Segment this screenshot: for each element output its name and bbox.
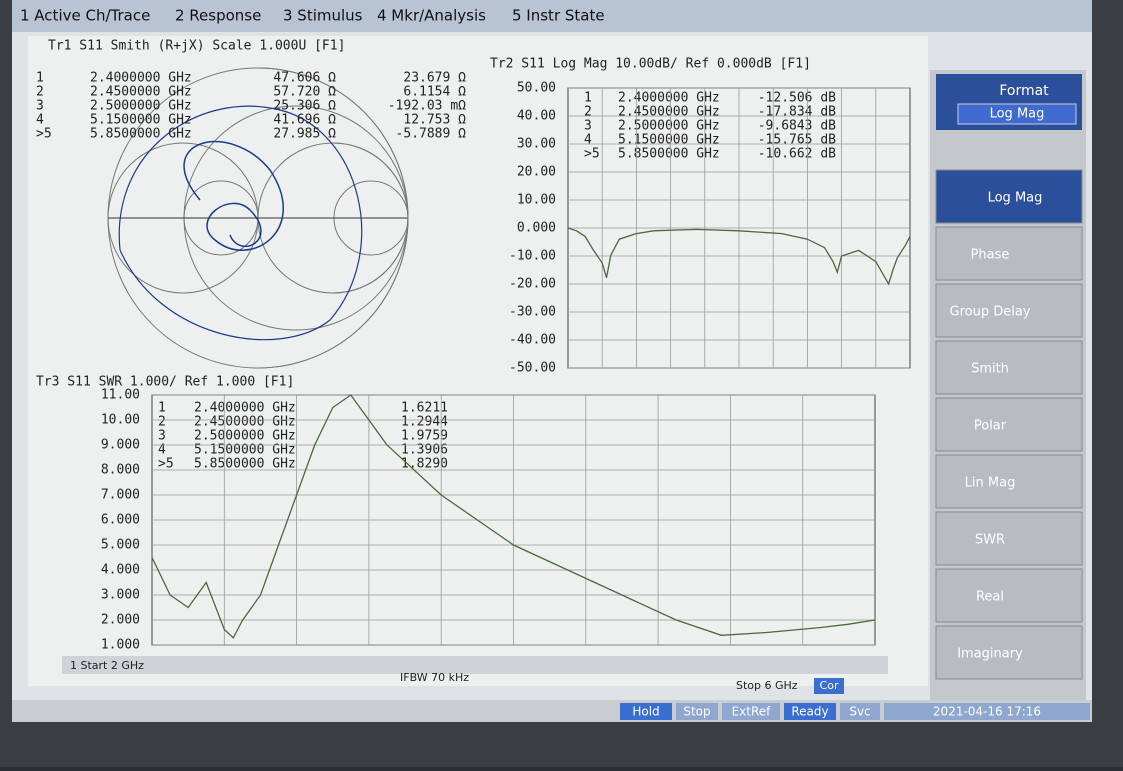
marker-cell: 4 [584,133,592,148]
marker-cell: 2 [158,415,166,430]
marker-cell: 5.8500000 GHz [194,457,296,472]
start-freq: 1 Start 2 GHz [70,659,144,672]
y-tick-label: 10.00 [517,193,556,208]
softkey-label[interactable]: Polar [974,419,1007,434]
y-tick-label: 6.000 [101,513,140,528]
y-tick-label: 20.00 [517,165,556,180]
marker-cell: 2.4000000 GHz [194,401,296,416]
marker-cell: 47.606 Ω [273,71,336,86]
y-tick-label: -30.00 [509,305,556,320]
softkey[interactable] [936,398,1082,451]
softkey-label[interactable]: Group Delay [950,305,1031,320]
marker-cell: 3 [158,429,166,444]
screen: Tr1 S11 Smith (R+jX) Scale 1.000U [F1] T… [0,0,1123,767]
y-tick-label: 11.00 [101,388,140,403]
menu-item[interactable]: 5 Instr State [512,7,605,25]
y-tick-label: 3.000 [101,588,140,603]
y-tick-label: 1.000 [101,638,140,653]
y-tick-label: 4.000 [101,563,140,578]
status-item: Ready [791,705,828,719]
y-tick-label: 7.000 [101,488,140,503]
softkey-label[interactable]: Real [976,590,1004,605]
marker-cell: >5 [36,127,52,142]
marker-cell: 6.1154 Ω [403,85,466,100]
status-item: Stop [683,705,710,719]
marker-cell: -5.7889 Ω [396,127,467,142]
marker-cell: 57.720 Ω [273,85,336,100]
marker-cell: >5 [158,457,174,472]
status-item: Hold [632,705,659,719]
swr-header: Tr3 S11 SWR 1.000/ Ref 1.000 [F1] [36,375,294,390]
y-tick-label: -50.00 [509,361,556,376]
marker-cell: 2.5000000 GHz [90,99,192,114]
marker-cell: 1 [158,401,166,416]
status-item: Svc [849,705,870,719]
y-tick-label: -10.00 [509,249,556,264]
softkey-label[interactable]: Smith [971,362,1009,377]
y-tick-label: 2.000 [101,613,140,628]
marker-cell: 2.5000000 GHz [194,429,296,444]
marker-cell: >5 [584,147,600,162]
y-tick-label: 10.00 [101,413,140,428]
softkey-label[interactable]: Log Mag [988,191,1043,206]
smith-header: Tr1 S11 Smith (R+jX) Scale 1.000U [F1] [48,39,345,54]
marker-cell: 4 [36,113,44,128]
page: {"menu":{"items":["1 Active Ch/Trace","2… [0,0,1123,771]
stop-freq: Stop 6 GHz [736,679,798,692]
marker-cell: -15.765 dB [758,133,836,148]
marker-cell: 41.696 Ω [273,113,336,128]
marker-cell: -17.834 dB [758,105,836,120]
logmag-header: Tr2 S11 Log Mag 10.00dB/ Ref 0.000dB [F1… [490,57,811,72]
softkey[interactable] [936,512,1082,565]
y-tick-label: 9.000 [101,438,140,453]
cor: Cor [820,679,839,692]
marker-cell: 5.1500000 GHz [90,113,192,128]
y-tick-label: 8.000 [101,463,140,478]
menu-item[interactable]: 2 Response [175,7,261,25]
y-tick-label: 30.00 [517,137,556,152]
footer-bar [62,656,888,674]
marker-cell: -9.6843 dB [758,119,836,134]
softkey-label[interactable]: Lin Mag [965,476,1016,491]
y-tick-label: 40.00 [517,109,556,124]
softkey-current: Log Mag [990,107,1045,122]
marker-cell: 3 [36,99,44,114]
marker-cell: -10.662 dB [758,147,836,162]
marker-cell: 1 [36,71,44,86]
y-tick-label: 0.000 [517,221,556,236]
ifbw: IFBW 70 kHz [400,671,469,684]
marker-cell: 1 [584,91,592,106]
softkey-title: Format [999,83,1049,99]
marker-cell: 2.4000000 GHz [90,71,192,86]
status-item: 2021-04-16 17:16 [933,705,1041,719]
menu-item[interactable]: 3 Stimulus [283,7,363,25]
y-tick-label: 50.00 [517,81,556,96]
softkey-label[interactable]: Phase [971,248,1010,263]
marker-cell: 25.306 Ω [273,99,336,114]
marker-cell: 12.753 Ω [403,113,466,128]
marker-cell: 27.985 Ω [273,127,336,142]
softkey-label[interactable]: SWR [975,533,1005,548]
marker-cell: 2 [36,85,44,100]
marker-cell: 2 [584,105,592,120]
status-item: ExtRef [732,705,772,719]
marker-cell: -192.03 mΩ [388,99,466,114]
marker-cell: -12.506 dB [758,91,836,106]
y-tick-label: 5.000 [101,538,140,553]
softkey[interactable] [936,341,1082,394]
marker-cell: 3 [584,119,592,134]
menu-item[interactable]: 1 Active Ch/Trace [20,7,150,25]
marker-cell: 23.679 Ω [403,71,466,86]
y-tick-label: -40.00 [509,333,556,348]
menu-item[interactable]: 4 Mkr/Analysis [377,7,486,25]
softkey[interactable] [936,569,1082,622]
marker-cell: 2.4500000 GHz [194,415,296,430]
marker-cell: 2.4500000 GHz [90,85,192,100]
marker-cell: 5.8500000 GHz [90,127,192,142]
y-tick-label: -20.00 [509,277,556,292]
softkey-label[interactable]: Imaginary [957,647,1023,662]
